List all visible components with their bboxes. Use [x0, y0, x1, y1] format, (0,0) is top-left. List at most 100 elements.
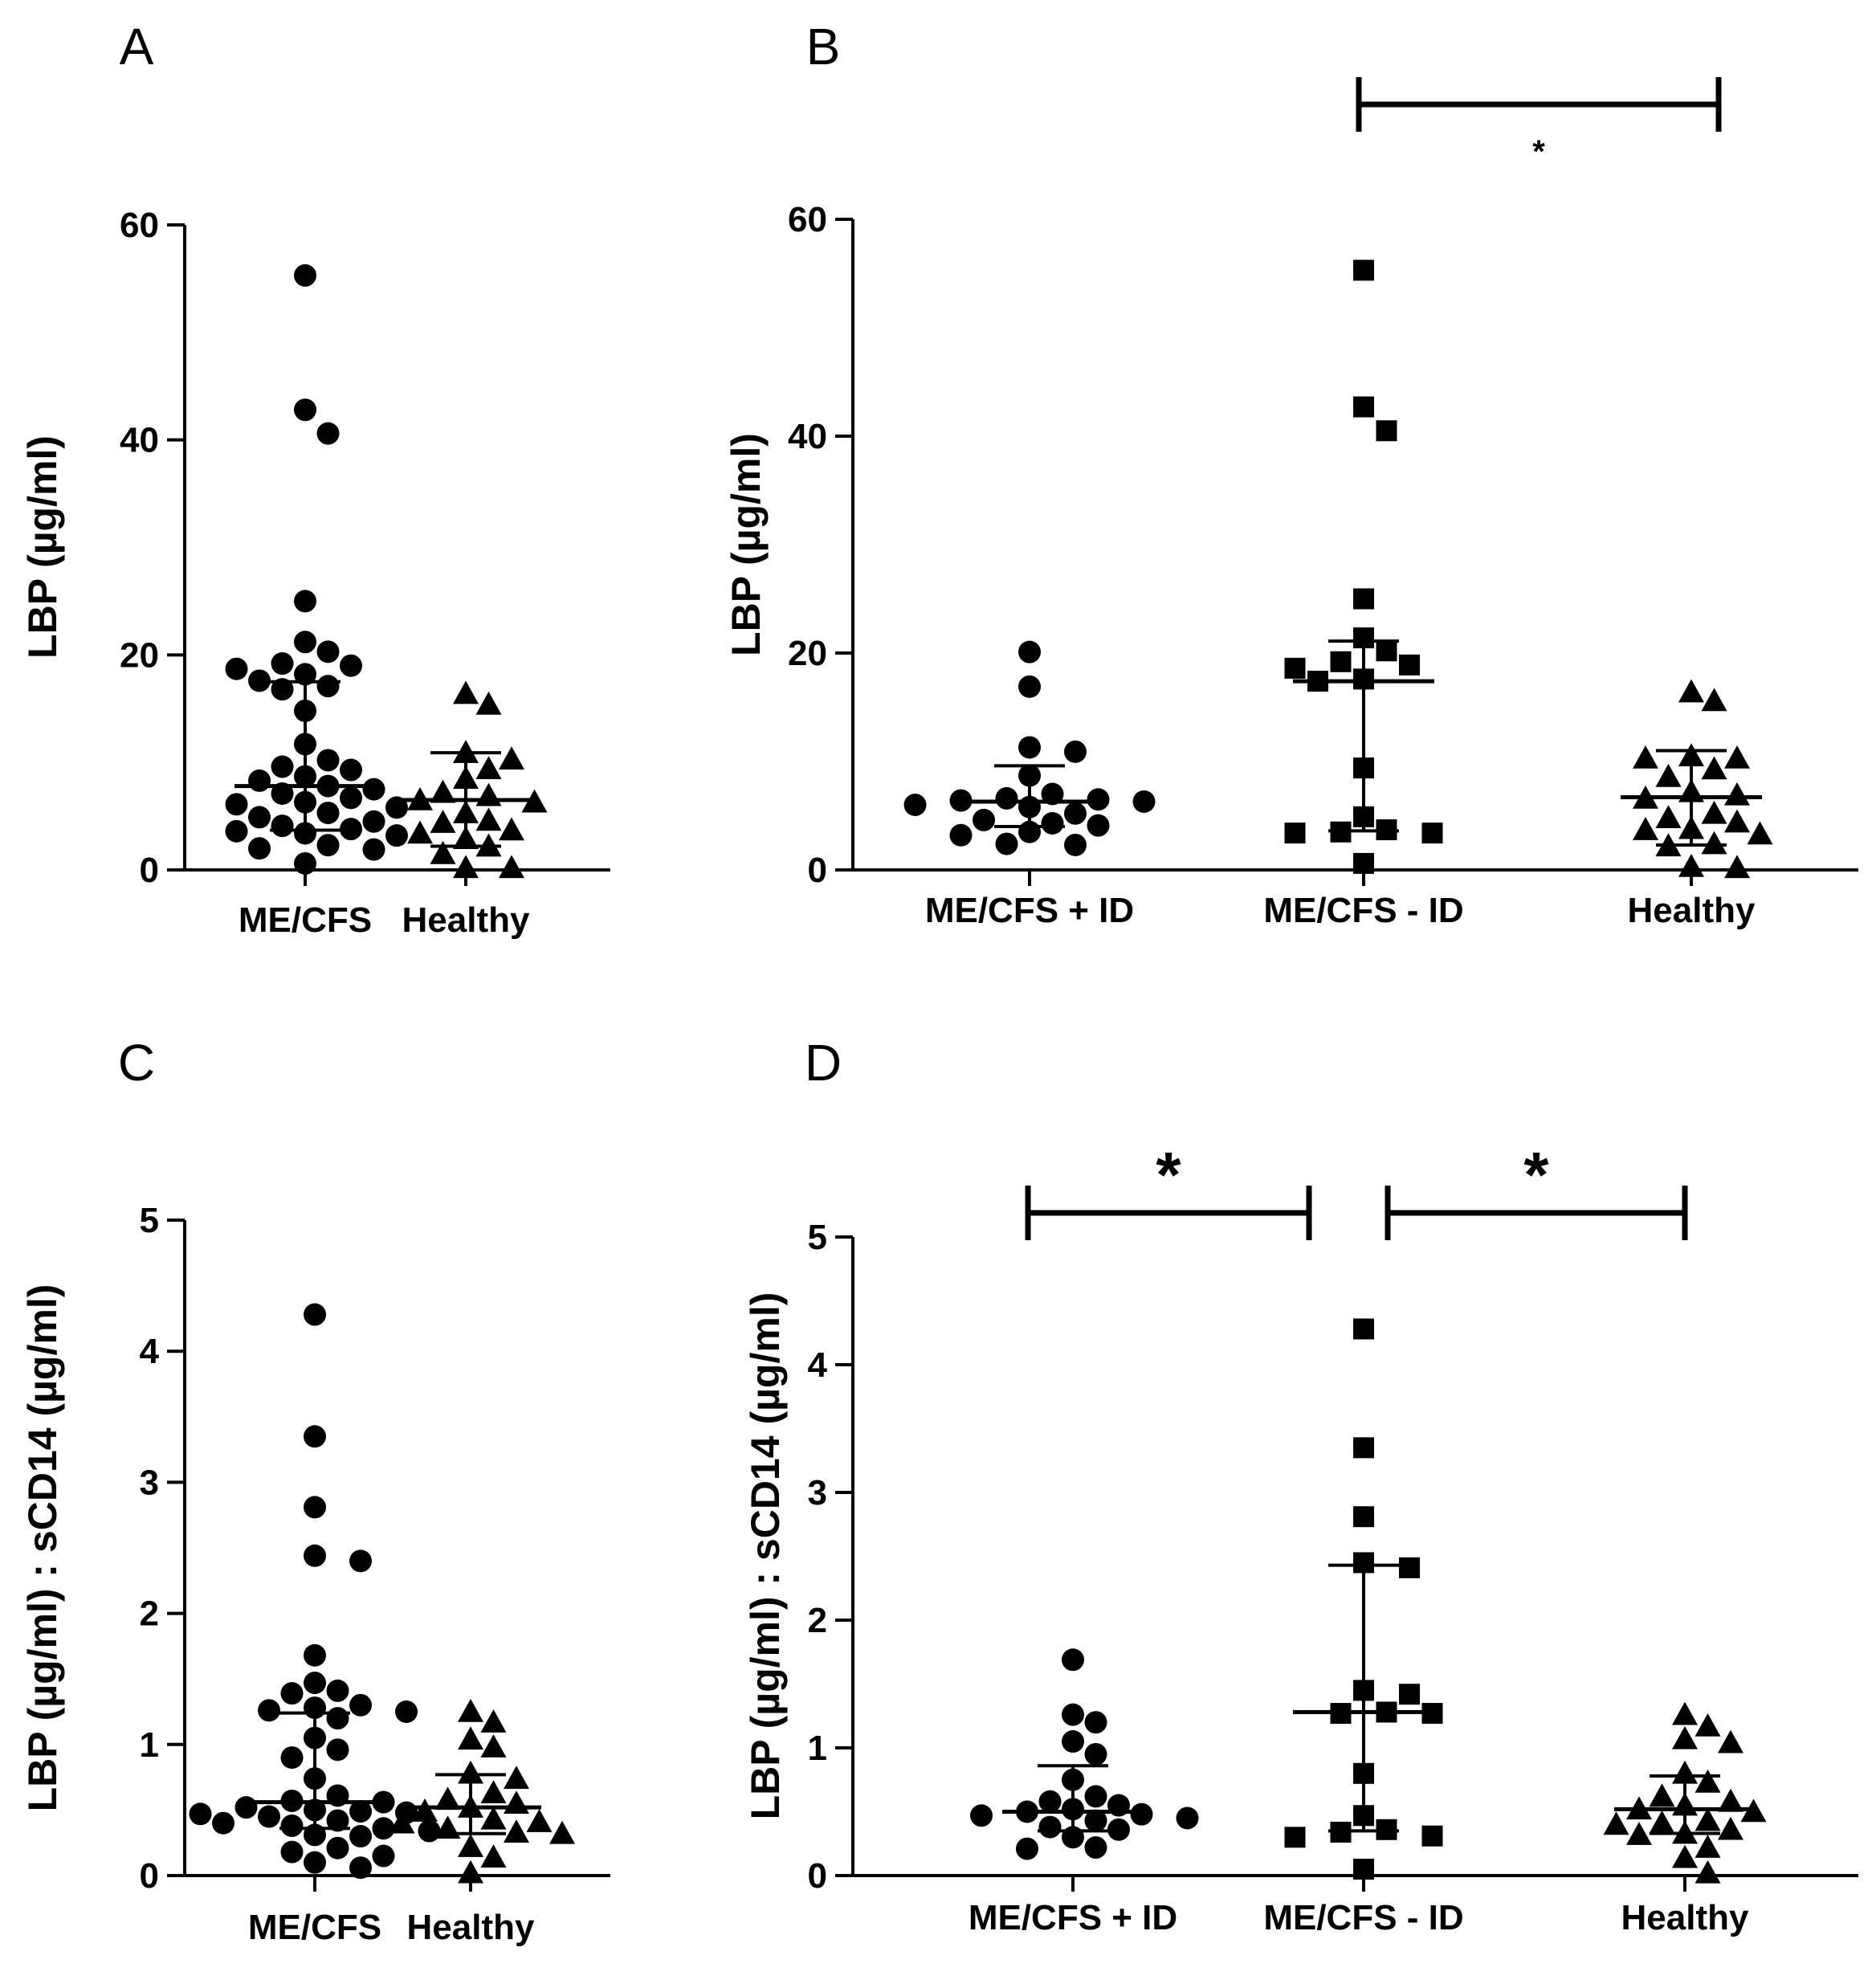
data-point: [1701, 831, 1727, 855]
data-point: [1330, 651, 1352, 672]
x-tick-label: ME/CFS: [239, 900, 372, 940]
data-point: [1087, 814, 1110, 837]
data-point: [225, 657, 248, 680]
y-tick-label: 5: [808, 1218, 827, 1257]
data-point: [304, 1643, 326, 1667]
data-point: [1678, 679, 1704, 703]
x-tick-label: Healthy: [1621, 1898, 1749, 1937]
data-point: [294, 851, 316, 875]
data-point: [280, 1746, 304, 1770]
data-point: [395, 1700, 418, 1723]
x-tick-label: Healthy: [407, 1908, 535, 1947]
data-point: [1176, 1806, 1199, 1830]
y-tick-label: 2: [140, 1594, 159, 1634]
data-point: [326, 1809, 349, 1832]
y-tick-label: 60: [788, 200, 827, 239]
data-point: [1016, 1837, 1038, 1860]
series-me-cfs: [189, 1303, 441, 1880]
x-tick-label: ME/CFS + ID: [969, 1898, 1177, 1937]
y-tick-label: 20: [788, 634, 827, 673]
data-point: [412, 1798, 438, 1822]
y-tick-label: 0: [808, 1856, 827, 1896]
data-point: [1724, 745, 1750, 769]
data-point: [316, 834, 340, 857]
data-point: [480, 1780, 507, 1803]
y-tick-label: 2: [808, 1601, 827, 1640]
data-point: [504, 1766, 529, 1790]
data-point: [271, 755, 294, 778]
data-point: [458, 1860, 483, 1884]
data-point: [418, 1819, 441, 1843]
series-healthy: [1603, 1701, 1767, 1884]
data-point: [1353, 396, 1374, 418]
data-point: [480, 1734, 507, 1758]
data-point: [304, 1496, 326, 1519]
y-tick-label: 0: [140, 1856, 159, 1896]
data-point: [1018, 640, 1041, 663]
data-point: [1399, 1557, 1420, 1578]
data-point: [499, 817, 524, 841]
data-point: [326, 1738, 349, 1762]
y-axis-title: LBP (µg/ml): [20, 435, 65, 659]
data-point: [1064, 802, 1087, 825]
data-point: [349, 1800, 372, 1823]
data-point: [304, 1425, 326, 1448]
data-point: [1724, 782, 1750, 806]
data-point: [1353, 588, 1374, 610]
data-point: [1649, 1783, 1675, 1807]
data-point: [1132, 790, 1156, 813]
data-point: [1087, 788, 1110, 811]
data-point: [1130, 1802, 1153, 1826]
data-point: [225, 793, 248, 816]
data-point: [316, 640, 340, 663]
data-point: [1633, 745, 1658, 769]
data-point: [1655, 805, 1682, 828]
data-point: [258, 1699, 280, 1722]
data-point: [372, 1844, 395, 1868]
data-point: [970, 1804, 993, 1827]
data-point: [1421, 1825, 1443, 1847]
data-point: [1084, 1785, 1107, 1808]
data-point: [1747, 821, 1773, 845]
data-point: [453, 680, 479, 704]
data-point: [1062, 1648, 1084, 1672]
data-point: [1724, 809, 1750, 833]
data-point: [294, 263, 316, 287]
data-point: [349, 1825, 372, 1848]
data-point: [294, 631, 316, 654]
data-point: [271, 678, 294, 701]
y-tick-label: 3: [808, 1473, 827, 1513]
series-me-cfs: [225, 263, 408, 875]
significance-bracket: *: [1385, 1139, 1688, 1240]
data-point: [280, 1682, 304, 1705]
panel-letter: B: [806, 18, 841, 76]
data-point: [480, 1806, 507, 1830]
data-point: [1399, 1684, 1420, 1705]
data-point: [1284, 657, 1306, 679]
data-point: [1626, 1822, 1652, 1845]
y-tick-label: 40: [120, 421, 159, 460]
y-tick-label: 5: [140, 1201, 159, 1240]
data-point: [304, 1851, 326, 1874]
data-point: [1672, 1844, 1698, 1868]
y-tick-label: 1: [808, 1729, 827, 1768]
data-point: [458, 1726, 483, 1750]
data-point: [248, 806, 271, 829]
data-point: [316, 675, 340, 698]
x-tick-label: ME/CFS - ID: [1263, 891, 1463, 930]
data-point: [504, 1819, 529, 1843]
data-point: [340, 818, 362, 841]
data-point: [1353, 259, 1374, 281]
data-point: [1695, 1835, 1721, 1858]
data-point: [362, 838, 385, 861]
x-tick-label: ME/CFS + ID: [925, 891, 1134, 930]
significance-label: *: [1523, 1139, 1549, 1210]
data-point: [362, 778, 385, 801]
data-point: [1062, 1703, 1084, 1726]
data-point: [326, 1707, 349, 1730]
data-point: [340, 654, 362, 677]
series-healthy: [395, 680, 548, 879]
y-tick-label: 1: [140, 1725, 159, 1765]
data-point: [385, 824, 408, 847]
data-point: [248, 837, 271, 860]
